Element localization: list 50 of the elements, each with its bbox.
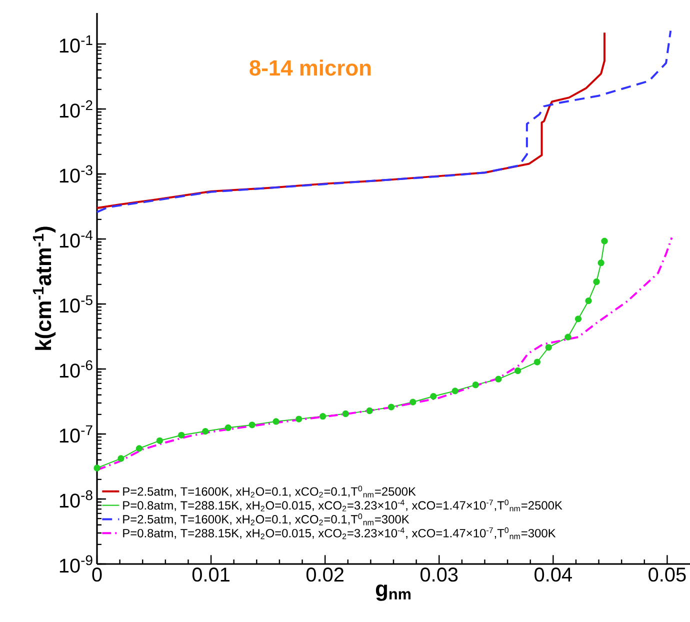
- point: [452, 388, 458, 394]
- y-tick-label: 10$^{-3}$: [60, 165, 92, 183]
- point: [598, 259, 604, 266]
- point: [593, 278, 600, 286]
- x-tick-label: 0.02: [306, 568, 344, 582]
- point: [156, 437, 164, 444]
- y-axis-title: k(cm$^{-1}$atm$^{-1}$): [32, 226, 56, 350]
- y-tick-label: 10$^{-5}$: [60, 295, 92, 313]
- x-tick-label: 0.04: [534, 568, 572, 582]
- legend-label: P=2.5atm, T=1600K, xH$_{2}$O=0.1, xCO$_{2}$=0.1,T$^{0}$$_{nm}$=300K: [123, 514, 410, 526]
- point: [319, 413, 326, 420]
- x-tick-label: 0.03: [420, 568, 458, 582]
- text: P=0.8atm, T=288.15K, xH$_{2}$O=0.015, xCO$_{2}$=3.23×10$^{-4}$, xCO=1.47×10$^{-7}$,T$^{0}$$_{nm}$=2500K: [123, 500, 562, 512]
- point: [495, 376, 502, 382]
- point: [585, 297, 592, 304]
- text: 8-14 micron: [250, 60, 371, 76]
- point: [472, 382, 479, 388]
- y-tick-label: 10$^{-7}$: [60, 425, 92, 443]
- point: [136, 445, 143, 452]
- point: [224, 424, 232, 432]
- point: [342, 410, 349, 418]
- x-axis-title: g$_{nm}$: [376, 584, 410, 601]
- point: [514, 367, 522, 374]
- point: [118, 455, 124, 462]
- x-tick-label: 0.01: [192, 568, 230, 582]
- y-tick-label: 10$^{-1}$: [60, 35, 92, 53]
- point: [430, 392, 437, 400]
- point: [545, 344, 552, 351]
- point: [296, 416, 302, 422]
- point: [202, 428, 209, 435]
- point: [574, 316, 582, 322]
- point: [564, 334, 572, 340]
- point: [248, 422, 256, 428]
- point: [534, 358, 541, 366]
- point: [601, 238, 608, 244]
- x-tick-label: 0: [92, 568, 102, 582]
- y-tick-label: 10$^{-6}$: [60, 360, 92, 378]
- point: [178, 432, 185, 439]
- x-tick-label: 0.05: [648, 568, 686, 582]
- point: [94, 464, 100, 472]
- y-tick-label: 10$^{-9}$: [60, 555, 92, 573]
- y-tick-label: 10$^{-2}$: [60, 100, 92, 118]
- point: [388, 404, 395, 410]
- y-tick-label: 10$^{-8}$: [60, 490, 92, 508]
- point: [410, 398, 416, 406]
- text: P=0.8atm, T=288.15K, xH$_{2}$O=0.015, xCO$_{2}$=3.23×10$^{-4}$, xCO=1.47×10$^{-7}$,T$^{0}$$_{nm}$=300K: [123, 527, 556, 540]
- point: [366, 407, 373, 414]
- y-tick-label: 10$^{-4}$: [60, 230, 93, 248]
- legend-label: P=2.5atm, T=1600K, xH$_{2}$O=0.1, xCO$_{2}$=0.1,T$^{0}$$_{nm}$=2500K: [123, 486, 416, 498]
- point: [272, 418, 280, 425]
